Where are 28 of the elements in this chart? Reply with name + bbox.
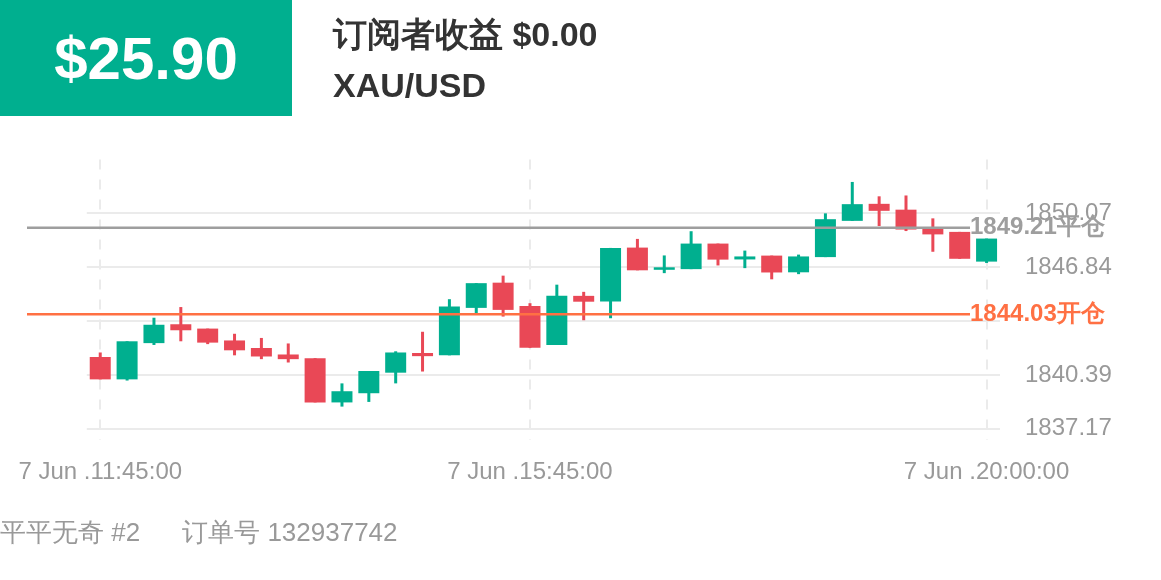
text: $25.90 bbox=[0, 0, 292, 116]
candlestick bbox=[626, 237, 648, 271]
candlestick bbox=[385, 351, 407, 384]
candlestick bbox=[412, 330, 434, 372]
chart-title: 订阅者收益 $0.00 bbox=[333, 14, 598, 55]
candlestick bbox=[358, 371, 380, 402]
candlestick bbox=[143, 317, 165, 345]
y-tick-label: 1846.84 bbox=[1025, 251, 1112, 279]
candlestick bbox=[868, 196, 890, 227]
x-tick-label: 7 Jun .11:45:00 bbox=[18, 457, 183, 485]
text: 平平无奇 #2 bbox=[0, 517, 141, 547]
candlestick bbox=[331, 383, 353, 407]
y-tick-label: 1840.39 bbox=[1025, 359, 1112, 387]
candlestick bbox=[250, 336, 272, 361]
chart-subtitle: XAU/USD bbox=[333, 66, 487, 105]
x-tick-label: 7 Jun .15:45:00 bbox=[447, 457, 613, 485]
candlestick bbox=[788, 254, 810, 276]
ref-line-label: 1844.03开仓 bbox=[970, 298, 1106, 326]
candlestick bbox=[170, 307, 192, 342]
candlestick bbox=[224, 332, 246, 356]
text: 订单号 132937742 bbox=[182, 517, 398, 547]
y-tick-label: 1837.17 bbox=[1025, 413, 1112, 441]
x-tick-label: 7 Jun .20:00:00 bbox=[903, 457, 1070, 485]
candlestick bbox=[976, 238, 998, 263]
candlestick bbox=[277, 343, 299, 363]
candlestick bbox=[573, 290, 595, 322]
candlestick bbox=[89, 352, 111, 380]
candlestick bbox=[841, 180, 863, 221]
